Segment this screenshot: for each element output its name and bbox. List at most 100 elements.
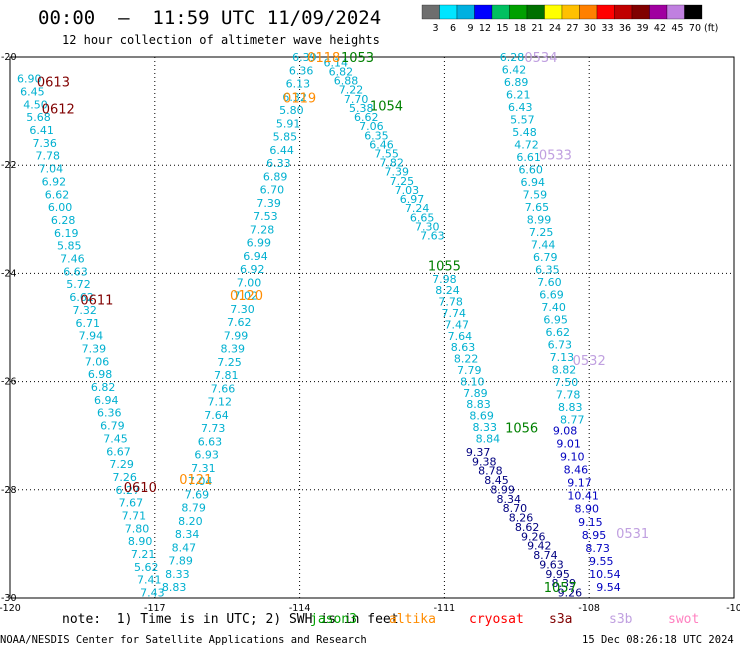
- wave-height-value: 6.63: [198, 435, 223, 448]
- wave-height-value: 7.80: [125, 522, 150, 535]
- wave-height-value: 8.99: [527, 213, 552, 226]
- wave-height-value: 8.34: [175, 528, 200, 541]
- wave-height-value: 6.89: [263, 170, 288, 183]
- x-tick-label: -10: [726, 603, 740, 614]
- pass-number-label: 1054: [370, 100, 403, 115]
- wave-height-value: 5.68: [26, 111, 51, 124]
- wave-height-value: 7.73: [201, 422, 226, 435]
- wave-height-value: 6.90: [17, 73, 42, 86]
- wave-height-value: 5.72: [66, 278, 91, 291]
- wave-height-value: 6.42: [502, 63, 527, 76]
- wave-height-value: 10.54: [589, 568, 621, 581]
- wave-height-value: 8.74: [533, 549, 558, 562]
- satellite-legend-item: s3a: [549, 612, 573, 627]
- wave-height-value: 8.33: [165, 568, 190, 581]
- pass-number-label: 0531: [616, 527, 649, 542]
- wave-height-value: 7.39: [256, 197, 281, 210]
- pass-number-label: 1053: [341, 51, 374, 66]
- wave-height-value: 7.25: [529, 226, 554, 239]
- wave-height-value: 9.63: [539, 558, 564, 571]
- wave-height-value: 7.63: [420, 230, 445, 243]
- wave-height-value: 8.47: [172, 541, 197, 554]
- wave-height-value: 6.36: [289, 64, 314, 77]
- footer-credit: NOAA/NESDIS Center for Satellite Applica…: [0, 634, 367, 646]
- wave-height-value: 6.94: [94, 394, 119, 407]
- y-tick-label: -30: [1, 593, 17, 604]
- wave-height-value: 6.60: [518, 163, 543, 176]
- wave-height-value: 6.63: [63, 265, 88, 278]
- wave-height-value: 5.85: [57, 240, 82, 253]
- chart-title: 00:00 – 11:59 UTC 11/09/2024: [38, 7, 382, 29]
- wave-height-value: 7.40: [541, 301, 566, 314]
- wave-height-value: 6.93: [194, 449, 219, 462]
- wave-height-value: 7.98: [432, 273, 457, 286]
- wave-height-value: 9.17: [567, 477, 592, 490]
- wave-height-value: 8.73: [585, 542, 610, 555]
- wave-height-value: 7.26: [112, 471, 137, 484]
- wave-height-value: 7.50: [554, 376, 579, 389]
- wave-height-value: 8.62: [515, 521, 540, 534]
- wave-height-value: 7.44: [531, 238, 556, 251]
- wave-height-value: 8.46: [564, 464, 589, 477]
- y-tick-label: -26: [1, 377, 17, 388]
- wave-height-value: 6.46: [369, 138, 394, 151]
- wave-height-value: 7.28: [250, 223, 275, 236]
- wave-height-value: 7.99: [224, 329, 249, 342]
- wave-height-value: 7.65: [525, 201, 550, 214]
- wave-height-value: 7.32: [72, 304, 97, 317]
- pass-number-label: 1056: [505, 422, 538, 437]
- altimeter-track: 9.089.019.108.469.1710.418.909.158.958.7…: [553, 424, 621, 594]
- wave-height-value: 6.19: [54, 227, 79, 240]
- wave-height-value: 6.65: [410, 211, 435, 224]
- wave-height-value: 5.57: [510, 113, 535, 126]
- wave-height-value: 8.26: [509, 512, 534, 525]
- wave-height-value: 8.45: [484, 474, 509, 487]
- wave-height-value: 7.03: [395, 184, 420, 197]
- wave-height-value: 8.83: [466, 398, 491, 411]
- wave-height-value: 7.06: [85, 355, 110, 368]
- pass-number-label: 0613: [37, 75, 70, 90]
- pass-number-label: 0534: [524, 51, 557, 66]
- wave-height-value: 6.61: [516, 151, 541, 164]
- footer-note: note: 1) Time is in UTC; 2) SWH is in fe…: [62, 612, 399, 627]
- wave-height-value: 7.78: [36, 150, 61, 163]
- pass-number-label: 1055: [428, 259, 461, 274]
- wave-height-value: 6.62: [69, 291, 94, 304]
- wave-height-value: 7.78: [556, 388, 581, 401]
- wave-height-value: 7.46: [60, 253, 85, 266]
- wave-height-value: 7.64: [448, 330, 473, 343]
- wave-height-value: 9.55: [589, 555, 614, 568]
- wave-height-value: 6.79: [100, 420, 125, 433]
- wave-height-value: 7.13: [550, 351, 575, 364]
- wave-height-value: 6.98: [88, 368, 113, 381]
- wave-height-value: 6.95: [543, 313, 568, 326]
- wave-height-value: 7.64: [204, 409, 229, 422]
- wave-height-value: 6.67: [106, 445, 131, 458]
- wave-height-value: 9.42: [527, 540, 552, 553]
- wave-height-value: 9.26: [521, 530, 546, 543]
- wave-height-value: 7.04: [188, 475, 213, 488]
- wave-height-value: 8.69: [469, 410, 494, 423]
- wave-height-value: 7.79: [457, 364, 482, 377]
- colorbar-tick-label: 21: [531, 23, 543, 34]
- wave-height-value: 9.37: [466, 446, 491, 459]
- wave-height-value: 7.71: [122, 509, 147, 522]
- wave-height-value: 7.45: [103, 432, 128, 445]
- wave-height-value: 8.83: [558, 401, 583, 414]
- colorbar-tick-label: 24: [549, 23, 561, 34]
- wave-height-value: 6.92: [240, 263, 265, 276]
- colorbar-tick-label: 42: [654, 23, 666, 34]
- wave-height-value: 6.27: [116, 484, 141, 497]
- wave-height-value: 7.06: [359, 120, 384, 133]
- wave-height-value: 8.95: [582, 529, 607, 542]
- wave-height-value: 7.00: [237, 276, 262, 289]
- pass-number-label: 0119: [283, 92, 316, 107]
- wave-height-value: 7.89: [168, 555, 193, 568]
- wave-height-value: 7.39: [82, 342, 107, 355]
- wave-height-value: 7.43: [140, 587, 165, 600]
- wave-height-value: 6.35: [535, 263, 560, 276]
- pass-number-label: 0612: [42, 102, 75, 117]
- pass-number-label: 0533: [539, 148, 572, 163]
- wave-height-value: 9.26: [558, 587, 583, 600]
- colorbar-tick-label: 70: [689, 23, 701, 34]
